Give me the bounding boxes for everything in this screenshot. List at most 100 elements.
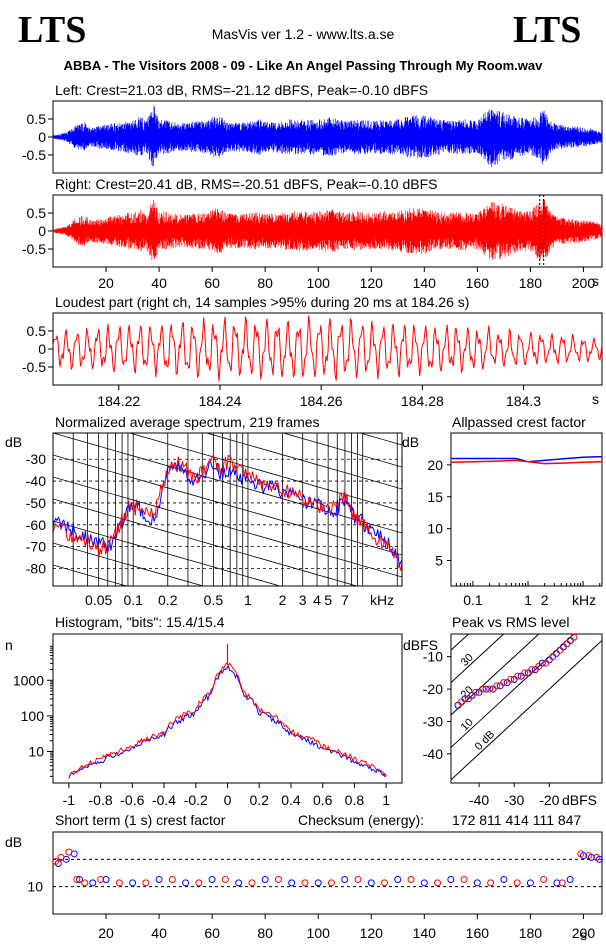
peak-vs-rms-frame (450, 633, 603, 784)
right-waveform-ytick-label: 0.5 (27, 205, 47, 221)
short-term-crest-ytick-label: 10 (27, 879, 43, 895)
right-waveform-xtick-label: 200 (572, 275, 596, 291)
spectrum-slope-line (205, 433, 402, 490)
short-term-crest-point-0 (288, 879, 296, 887)
peak-vs-rms-point-0 (566, 636, 574, 644)
peak-vs-rms-point-0 (454, 701, 462, 709)
allpassed-crest-xtick-label: 0.1 (463, 592, 483, 608)
loudest-part-signal (52, 315, 603, 382)
peak-vs-rms-ytick-label: -10 (423, 649, 443, 665)
short-term-crest-xtick-label: 60 (204, 925, 220, 941)
histogram-xtick-label: -0.2 (184, 792, 208, 808)
short-term-crest-xtick-label: 180 (519, 925, 543, 941)
short-term-crest-point-0 (420, 879, 428, 887)
lts-logo-right: LTS (513, 9, 582, 51)
short-term-crest-point-1 (540, 875, 548, 883)
short-term-crest-point-1 (407, 875, 415, 883)
right-waveform-xtick-label: 180 (519, 275, 543, 291)
peak-vs-rms-diagonal (451, 634, 540, 716)
spectrum-slope-line (53, 564, 128, 586)
short-term-crest-xtick-label: 200 (572, 925, 596, 941)
peak-vs-rms-point-1 (500, 679, 508, 687)
short-term-crest-point-1 (274, 875, 282, 883)
histogram-series-1 (68, 662, 387, 779)
short-term-crest-point-0 (500, 875, 508, 883)
allpassed-crest-ytick-label: 20 (427, 457, 443, 473)
histogram-xtick-label: 0.8 (345, 792, 365, 808)
peak-vs-rms-point-1 (472, 688, 480, 696)
spectrum-slope-line (53, 476, 402, 578)
peak-vs-rms-point-1 (486, 685, 494, 693)
short-term-crest-point-0 (208, 875, 216, 883)
peak-vs-rms-point-1 (493, 682, 501, 690)
histogram-xtick-label: -0.4 (152, 792, 176, 808)
right-waveform-xtick-label: 20 (98, 275, 114, 291)
histogram-ytick-label: 10 (28, 743, 44, 759)
short-term-xunit: s (580, 927, 587, 943)
spectrum-xtick-label: 0.5 (204, 592, 224, 608)
peak-vs-rms-diagonal (451, 639, 602, 781)
peak-vs-rms-xtick-label: -20 (539, 792, 559, 808)
short-term-crest-xtick-label: 40 (151, 925, 167, 941)
left-waveform-ytick-label: 0.5 (27, 111, 47, 127)
short-term-crest-point-0 (553, 879, 561, 887)
peak-vs-rms-point-1 (521, 669, 529, 677)
checksum-label: Checksum (energy): (298, 812, 424, 828)
peak-vs-rms-xtick-label: -30 (504, 792, 524, 808)
short-term-crest-xtick-label: 120 (360, 925, 384, 941)
spectrum-slope-line (53, 697, 402, 797)
spectrum-xtick-label: 0.1 (123, 592, 143, 608)
spectrum-frame (52, 432, 403, 587)
peak-vs-rms-ytick-label: -30 (423, 713, 443, 729)
short-term-crest-point-1 (248, 879, 256, 887)
short-term-crest-point-1 (301, 879, 309, 887)
short-term-crest-point-0 (235, 879, 243, 887)
loudest-part-ytick-label: 0.5 (27, 323, 47, 339)
loudest-part-title: Loudest part (right ch, 14 samples >95% … (55, 294, 469, 310)
short-term-crest-point-1 (221, 875, 229, 883)
spectrum-slope-line (53, 433, 402, 534)
short-term-crest-point-1 (354, 875, 362, 883)
file-title: ABBA - The Visitors 2008 - 09 - Like An … (63, 58, 543, 73)
peak-vs-rms-point-1 (570, 634, 578, 641)
spectrum-slope-line (53, 498, 359, 586)
histogram-xtick-label: 0.6 (313, 792, 333, 808)
allpassed-crest-xtick-label: 1 (524, 592, 532, 608)
spectrum-ytick-label: -60 (26, 517, 46, 533)
short-term-crest-point-1 (57, 853, 65, 861)
peak-vs-rms-title: Peak vs RMS level (452, 614, 569, 630)
histogram-ytick-label: 1000 (13, 672, 44, 688)
loudest-xunit: s (592, 391, 599, 407)
short-term-crest-point-1 (577, 850, 585, 858)
histogram-ytick-label: 100 (21, 708, 45, 724)
short-term-crest-point-0 (473, 879, 481, 887)
spectrum-ytick-label: -70 (26, 539, 46, 555)
left-waveform-ytick-label: 0 (38, 129, 46, 145)
loudest-part-frame (52, 312, 603, 386)
spectrum-slope-line (53, 301, 402, 401)
spectrum-xtick-label: 0.05 (85, 592, 112, 608)
loudest-part-xtick-label: 184.28 (401, 393, 444, 409)
short-term-crest-point-1 (142, 879, 150, 887)
peak-vs-rms-point-0 (545, 656, 553, 664)
loudest-part-ytick-label: -0.5 (22, 359, 46, 375)
short-term-crest-point-1 (65, 848, 73, 856)
spectrum-xtick-label: 3 (299, 592, 307, 608)
spectrum-ytick-label: -40 (26, 473, 46, 489)
peak-vs-rms-point-1 (542, 659, 550, 667)
peak-vs-rms-point-1 (528, 666, 536, 674)
right-waveform-xtick-label: 120 (360, 275, 384, 291)
spectrum-slope-line (53, 542, 205, 586)
short-term-ylabel: dB (5, 834, 22, 850)
spectrum-slope-line (53, 454, 402, 556)
spectrum-ytick-label: -80 (26, 561, 46, 577)
peak-vs-rms-point-1 (507, 675, 515, 683)
histogram-xtick-label: -0.8 (89, 792, 113, 808)
peak-vs-rms-point-0 (552, 649, 560, 657)
short-term-crest-point-0 (155, 875, 163, 883)
peak-rms-ylabel: dBFS (403, 637, 438, 653)
histogram-series-0 (68, 664, 387, 779)
peak-vs-rms-diagonal-label: 40 (459, 619, 476, 636)
short-term-crest-xtick-label: 100 (307, 925, 331, 941)
